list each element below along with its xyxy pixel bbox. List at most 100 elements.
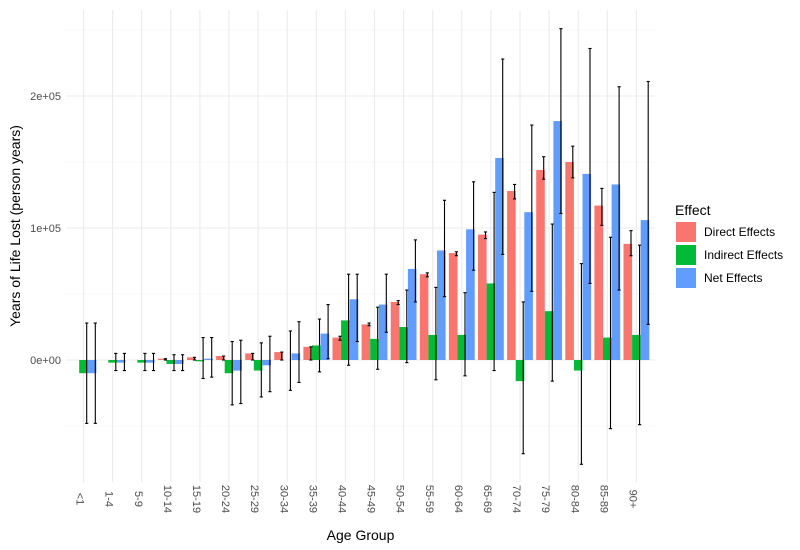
bar-indirect-effects-55-59	[428, 334, 437, 360]
errorbar-direct-effects-65-69	[483, 231, 488, 240]
bar-direct-effects-15-19	[187, 357, 196, 360]
errorbar-indirect-effects-10-14	[172, 354, 176, 372]
errorbar-direct-effects-10-14	[163, 358, 167, 361]
errorbar-direct-effects-45-49	[367, 322, 371, 327]
bar-net-effects-45-49	[378, 304, 388, 360]
bar-indirect-effects-25-29	[253, 360, 263, 371]
legend-label-direct-effects: Direct Effects	[704, 225, 775, 239]
bar-indirect-effects-5-9	[137, 360, 146, 363]
bar-net-effects-25-29	[262, 360, 271, 366]
grid	[66, 10, 655, 482]
errorbar-direct-effects-80-84	[571, 145, 575, 179]
legend-title: Effect	[675, 202, 711, 218]
bar-net-effects-5-9	[146, 360, 155, 363]
y-tick-label: 0e+00	[30, 355, 61, 367]
x-tick-label: <1	[74, 493, 86, 506]
errorbar-net-effects-10-14	[181, 354, 185, 372]
errorbar-indirect-effects-45-49	[376, 306, 380, 370]
bar-direct-effects-55-59	[419, 274, 429, 360]
errorbar-indirect-effects-60-64	[463, 292, 467, 377]
bar-net-effects-20-24	[233, 360, 242, 371]
bar-indirect-effects-90-	[632, 334, 641, 360]
errorbar-net-effects-90-	[646, 80, 650, 325]
errorbar-direct-effects-35-39	[309, 346, 313, 361]
errorbar-indirect-effects-55-59	[434, 286, 438, 381]
errorbar-indirect-effects-70-74	[521, 301, 525, 455]
x-tick-label: 45-49	[365, 485, 377, 513]
bar-net-effects-85-89	[611, 184, 621, 360]
errorbar-net-effects-5-9	[151, 352, 156, 372]
x-tick-label: 30-34	[277, 485, 289, 513]
bar-indirect-effects-75-79	[544, 311, 554, 360]
errorbar-indirect-effects-75-79	[550, 223, 554, 382]
errorbar-direct-effects-15-19	[192, 356, 197, 361]
bar-indirect-effects--1	[79, 360, 88, 374]
errorbar-net-effects-50-54	[413, 239, 417, 303]
legend: Effect Direct Effects Indirect Effects Net…	[675, 202, 783, 288]
errorbar-net-effects-20-24	[239, 339, 243, 405]
errorbar-indirect-effects-90-	[638, 244, 642, 426]
x-tick-label: 1-4	[103, 491, 115, 507]
x-tick-label: 25-29	[248, 485, 260, 513]
errorbar-net-effects-60-64	[472, 181, 476, 271]
legend-key-indirect-effects	[676, 245, 696, 265]
errorbar-net-effects-30-34	[297, 321, 301, 383]
errorbar-net-effects-80-84	[588, 47, 592, 284]
bar-indirect-effects-85-89	[603, 337, 612, 360]
bar-direct-effects-45-49	[361, 324, 371, 360]
x-tick-label: 75-79	[539, 485, 551, 513]
bar-indirect-effects-65-69	[486, 283, 496, 360]
bar-indirect-effects-70-74	[515, 360, 525, 382]
bar-net-effects--1	[87, 360, 97, 374]
bar-net-effects-60-64	[466, 229, 475, 360]
errorbar-net-effects-15-19	[210, 337, 214, 378]
bar-net-effects-70-74	[524, 212, 533, 360]
bar-net-effects-1-4	[116, 360, 126, 363]
errorbar-direct-effects-30-34	[280, 351, 284, 361]
bar-direct-effects-60-64	[448, 253, 458, 360]
bar-direct-effects-30-34	[274, 352, 283, 360]
errorbar-net-effects-1-4	[122, 352, 126, 372]
x-tick-label: 20-24	[219, 485, 231, 513]
errorbar-indirect-effects-20-24	[230, 340, 234, 406]
x-tick-label: 40-44	[335, 485, 347, 513]
errorbar-net-effects-35-39	[326, 304, 330, 360]
bar-direct-effects-20-24	[216, 356, 225, 360]
bar-direct-effects-40-44	[332, 337, 342, 360]
x-tick-label: 85-89	[597, 485, 609, 513]
x-tick-label: 5-9	[132, 491, 144, 507]
errorbar-indirect-effects-25-29	[259, 342, 263, 398]
errorbar-indirect-effects-1-4	[114, 352, 118, 372]
errorbar-direct-effects-20-24	[222, 355, 226, 361]
y-tick-label: 2e+05	[30, 91, 61, 103]
x-tick-label: 50-54	[394, 485, 406, 513]
bar-indirect-effects-40-44	[341, 320, 350, 360]
errorbar-direct-effects-25-29	[251, 352, 255, 361]
errorbar-net-effects-55-59	[442, 199, 447, 298]
bar-net-effects-40-44	[349, 299, 359, 360]
bar-indirect-effects-10-14	[166, 360, 176, 364]
errorbar-net-effects-85-89	[617, 86, 621, 291]
legend-key-direct-effects	[676, 222, 696, 242]
legend-key-net-effects	[676, 268, 696, 288]
errorbar-direct-effects-90-	[629, 230, 633, 257]
bar-direct-effects-80-84	[565, 162, 574, 360]
bar-direct-effects-50-54	[390, 301, 400, 360]
legend-label-indirect-effects: Indirect Effects	[704, 248, 783, 262]
bar-indirect-effects-50-54	[399, 327, 408, 360]
errorbar-direct-effects-70-74	[513, 183, 517, 200]
y-axis-ticks: 0e+00 1e+05 2e+05	[30, 91, 61, 367]
bar-direct-effects-10-14	[157, 358, 167, 360]
bar-indirect-effects-35-39	[312, 345, 321, 360]
errorbar-indirect-effects-30-34	[288, 330, 292, 391]
bar-direct-effects-90-	[623, 243, 633, 360]
bar-direct-effects-65-69	[478, 234, 487, 360]
errorbar-indirect-effects-5-9	[143, 352, 147, 372]
bar-indirect-effects-80-84	[573, 360, 583, 371]
x-tick-label: 60-64	[452, 485, 464, 513]
y-tick-label: 1e+05	[30, 223, 61, 235]
bar-net-effects-30-34	[291, 353, 301, 360]
bar-net-effects-80-84	[582, 173, 592, 360]
errorbar-direct-effects-85-89	[600, 187, 604, 226]
